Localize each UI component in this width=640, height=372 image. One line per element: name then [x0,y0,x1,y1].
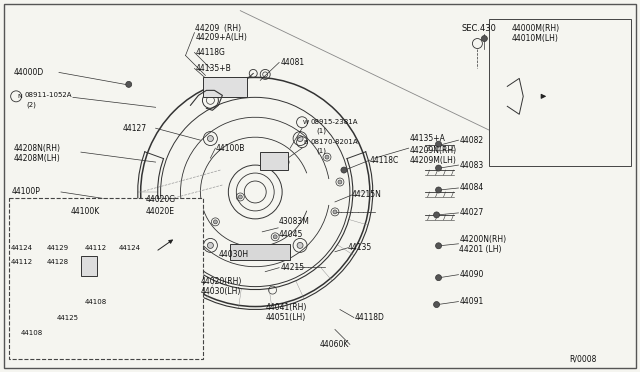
Circle shape [229,79,245,95]
Bar [204,77,247,97]
Text: 44027: 44027 [460,208,484,217]
Text: 44020E: 44020E [146,208,175,217]
Text: R/0008: R/0008 [569,355,596,364]
Circle shape [273,235,277,239]
Circle shape [297,243,303,248]
Circle shape [207,135,213,141]
Text: 44208N(RH): 44208N(RH) [13,144,60,153]
Text: 44209N(RH): 44209N(RH) [410,145,457,155]
Text: 44108: 44108 [85,299,107,305]
Text: 44200N(RH): 44200N(RH) [460,235,507,244]
Text: 44124: 44124 [11,245,33,251]
Circle shape [19,254,43,278]
Text: 44020(RH): 44020(RH) [200,277,242,286]
Text: 44045: 44045 [278,230,303,239]
Text: 44000M(RH): 44000M(RH) [511,24,559,33]
Circle shape [436,275,442,280]
Text: 44030H: 44030H [218,250,248,259]
Circle shape [51,258,67,274]
Text: 44135: 44135 [348,243,372,252]
Bar [81,256,97,276]
Circle shape [238,195,243,199]
Circle shape [29,331,45,347]
Text: 44127: 44127 [123,124,147,133]
Text: SEC.430: SEC.430 [461,24,497,33]
Circle shape [433,302,440,308]
Text: 44129: 44129 [47,245,69,251]
Text: 44091: 44091 [460,297,484,306]
Text: 44020G: 44020G [146,195,176,205]
Circle shape [436,165,442,171]
Text: 43083M: 43083M [278,217,309,227]
Text: B: B [303,140,307,145]
Text: 08170-8201A: 08170-8201A [310,139,358,145]
Circle shape [213,220,218,224]
Circle shape [125,81,132,87]
Text: 44124: 44124 [119,245,141,251]
Circle shape [111,258,127,274]
Circle shape [436,141,442,147]
Circle shape [333,210,337,214]
Text: 44084: 44084 [460,183,484,192]
Circle shape [297,135,303,141]
Text: 44208M(LH): 44208M(LH) [13,154,60,163]
Text: 44135+A: 44135+A [410,134,445,143]
Text: 44108: 44108 [21,330,44,336]
Bar [260,152,288,170]
Text: 44041(RH): 44041(RH) [265,303,307,312]
Circle shape [283,160,287,164]
Text: 44112: 44112 [11,259,33,265]
Text: 44209M(LH): 44209M(LH) [410,155,456,164]
Text: 44135+B: 44135+B [195,64,231,73]
Text: 44010M(LH): 44010M(LH) [511,34,558,43]
Text: 44215N: 44215N [352,190,381,199]
Text: 44215: 44215 [280,263,304,272]
Circle shape [436,187,442,193]
Bar [230,244,290,260]
Text: 44000D: 44000D [13,68,44,77]
Circle shape [433,212,440,218]
Circle shape [436,243,442,249]
Circle shape [325,155,329,159]
Text: 44201 (LH): 44201 (LH) [460,245,502,254]
Circle shape [207,243,213,248]
Text: 08915-2381A: 08915-2381A [310,119,358,125]
Text: 44118C: 44118C [370,155,399,164]
Text: (1): (1) [316,128,326,134]
Circle shape [338,180,342,184]
Text: 44100K: 44100K [71,208,100,217]
Text: 44128: 44128 [47,259,69,265]
Circle shape [341,167,347,173]
Text: 44060K: 44060K [320,340,349,349]
Bar [490,19,631,166]
Circle shape [134,254,159,278]
Bar [9,198,204,359]
Text: (1): (1) [316,148,326,154]
Text: 44081: 44081 [280,58,304,67]
Text: 44090: 44090 [460,270,484,279]
Text: 44125: 44125 [57,314,79,321]
Text: (2): (2) [26,101,36,108]
Text: 44118D: 44118D [355,313,385,322]
Text: 44209  (RH): 44209 (RH) [195,24,241,33]
Text: 44100P: 44100P [11,187,40,196]
Text: 44112: 44112 [85,245,107,251]
Text: 44209+A(LH): 44209+A(LH) [195,33,247,42]
Text: 08911-1052A: 08911-1052A [24,92,72,98]
Text: 44082: 44082 [460,136,484,145]
Text: 44030(LH): 44030(LH) [200,287,241,296]
Text: 44118G: 44118G [195,48,225,57]
Circle shape [205,79,221,95]
Text: 44100B: 44100B [216,144,244,153]
Text: 44083: 44083 [460,161,484,170]
Text: 44051(LH): 44051(LH) [265,313,305,322]
Text: N: N [17,94,22,99]
Circle shape [481,36,488,42]
Text: W: W [303,120,309,125]
